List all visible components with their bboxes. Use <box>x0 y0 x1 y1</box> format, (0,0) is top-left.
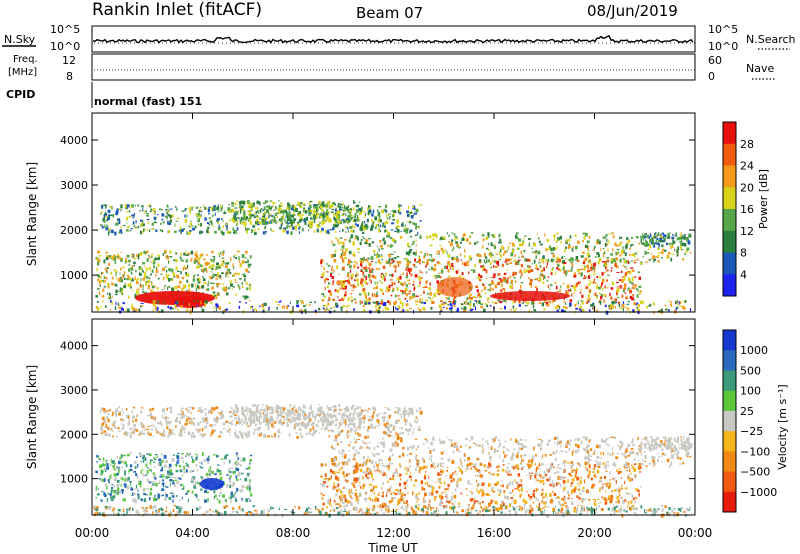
nave-tick-bottom: 0 <box>708 70 715 83</box>
cpid-value: normal (fast) 151 <box>94 95 202 108</box>
velocity-colorbar-label: Velocity [m s⁻¹] <box>776 384 789 469</box>
colorbar-segment <box>723 252 736 275</box>
nsky-label: N.Sky <box>4 33 36 46</box>
x-tick-label: 00:00 <box>678 526 713 540</box>
colorbar-segment <box>723 143 736 166</box>
colorbar-segment <box>723 410 736 432</box>
colorbar-segment <box>723 230 736 253</box>
colorbar-tick-label: −100 <box>740 445 770 458</box>
y-tick-label: 1000 <box>60 473 88 486</box>
colorbar-segment <box>723 471 736 493</box>
colorbar-segment <box>723 491 736 513</box>
time-x-axis: 00:00 04:00 08:00 12:00 16:00 20:00 00:00 <box>75 113 713 540</box>
noise-sky-series <box>92 34 694 44</box>
freq-label: Freq. <box>13 54 38 65</box>
velocity-heatmap <box>93 404 693 518</box>
colorbar-tick-label: 12 <box>740 225 754 238</box>
power-panel-frame <box>91 112 696 313</box>
noise-tick-bottom-right: 10^0 <box>708 40 738 53</box>
velocity-colorbar: 1000 500 100 25 −25 −100 −500 −1000 <box>722 329 777 513</box>
colorbar-segment <box>723 350 736 371</box>
freq-tick-top: 12 <box>62 54 76 67</box>
colorbar-tick-label: 24 <box>740 160 754 173</box>
colorbar-tick-label: 25 <box>740 405 754 418</box>
date-title: 08/Jun/2019 <box>587 2 678 20</box>
nsearch-label: N.Search <box>746 33 796 46</box>
colorbar-segment <box>723 187 736 210</box>
noise-tick-bottom-left: 10^0 <box>50 40 80 53</box>
colorbar-tick-label: −25 <box>740 425 763 438</box>
colorbar-segment <box>723 209 736 232</box>
freq-nave-panel <box>91 53 696 81</box>
noise-tick-top-left: 10^5 <box>50 23 80 36</box>
noise-tick-top-right: 10^5 <box>708 23 738 36</box>
power-colorbar: 4 8 12 16 20 24 28 <box>722 121 754 297</box>
colorbar-tick-label: 20 <box>740 181 754 194</box>
x-tick-label: 20:00 <box>577 526 612 540</box>
colorbar-tick-label: −1000 <box>740 486 777 499</box>
beam-title: Beam 07 <box>356 4 423 22</box>
colorbar-tick-label: 16 <box>740 203 754 216</box>
x-tick-label: 08:00 <box>276 526 311 540</box>
colorbar-tick-label: 100 <box>740 385 761 398</box>
colorbar-tick-label: 4 <box>740 268 747 281</box>
power-colorbar-label: Power [dB] <box>757 169 770 229</box>
y-tick-label: 3000 <box>60 384 88 397</box>
velocity-y-label: Slant Range [km] <box>25 365 39 469</box>
freq-tick-bottom: 8 <box>66 70 73 83</box>
colorbar-segment <box>723 431 736 452</box>
nave-label: Nave <box>746 62 774 75</box>
y-tick-label: 2000 <box>60 428 88 441</box>
colorbar-segment <box>723 451 736 473</box>
colorbar-segment <box>723 122 736 145</box>
freq-unit-label: [MHz] <box>8 67 37 78</box>
x-tick-label: 16:00 <box>477 526 512 540</box>
y-tick-label: 2000 <box>60 224 88 237</box>
station-title: Rankin Inlet (fitACF) <box>92 0 262 20</box>
colorbar-segment <box>723 165 736 188</box>
y-tick-label: 4000 <box>60 134 88 147</box>
colorbar-segment <box>723 274 736 297</box>
colorbar-tick-label: 1000 <box>740 344 768 357</box>
power-y-label: Slant Range [km] <box>25 162 39 266</box>
power-heatmap <box>95 200 692 315</box>
cpid-label: CPID <box>6 88 35 101</box>
x-tick-label: 12:00 <box>376 526 411 540</box>
colorbar-segment <box>723 390 736 412</box>
velocity-y-axis: 1000 2000 3000 4000 <box>60 340 695 486</box>
colorbar-tick-label: −500 <box>740 466 770 479</box>
colorbar-segment <box>723 330 736 351</box>
y-tick-label: 1000 <box>60 269 88 282</box>
x-tick-label: 04:00 <box>175 526 210 540</box>
colorbar-tick-label: 8 <box>740 247 747 260</box>
colorbar-tick-label: 28 <box>740 138 754 151</box>
y-tick-label: 4000 <box>60 340 88 353</box>
x-tick-label: 00:00 <box>75 526 110 540</box>
x-axis-label: Time UT <box>367 541 418 554</box>
power-y-axis: 1000 2000 3000 4000 <box>60 134 695 282</box>
y-tick-label: 3000 <box>60 179 88 192</box>
noise-panel <box>91 25 696 53</box>
colorbar-segment <box>723 370 736 392</box>
colorbar-tick-label: 500 <box>740 364 761 377</box>
nave-tick-top: 60 <box>708 54 722 67</box>
